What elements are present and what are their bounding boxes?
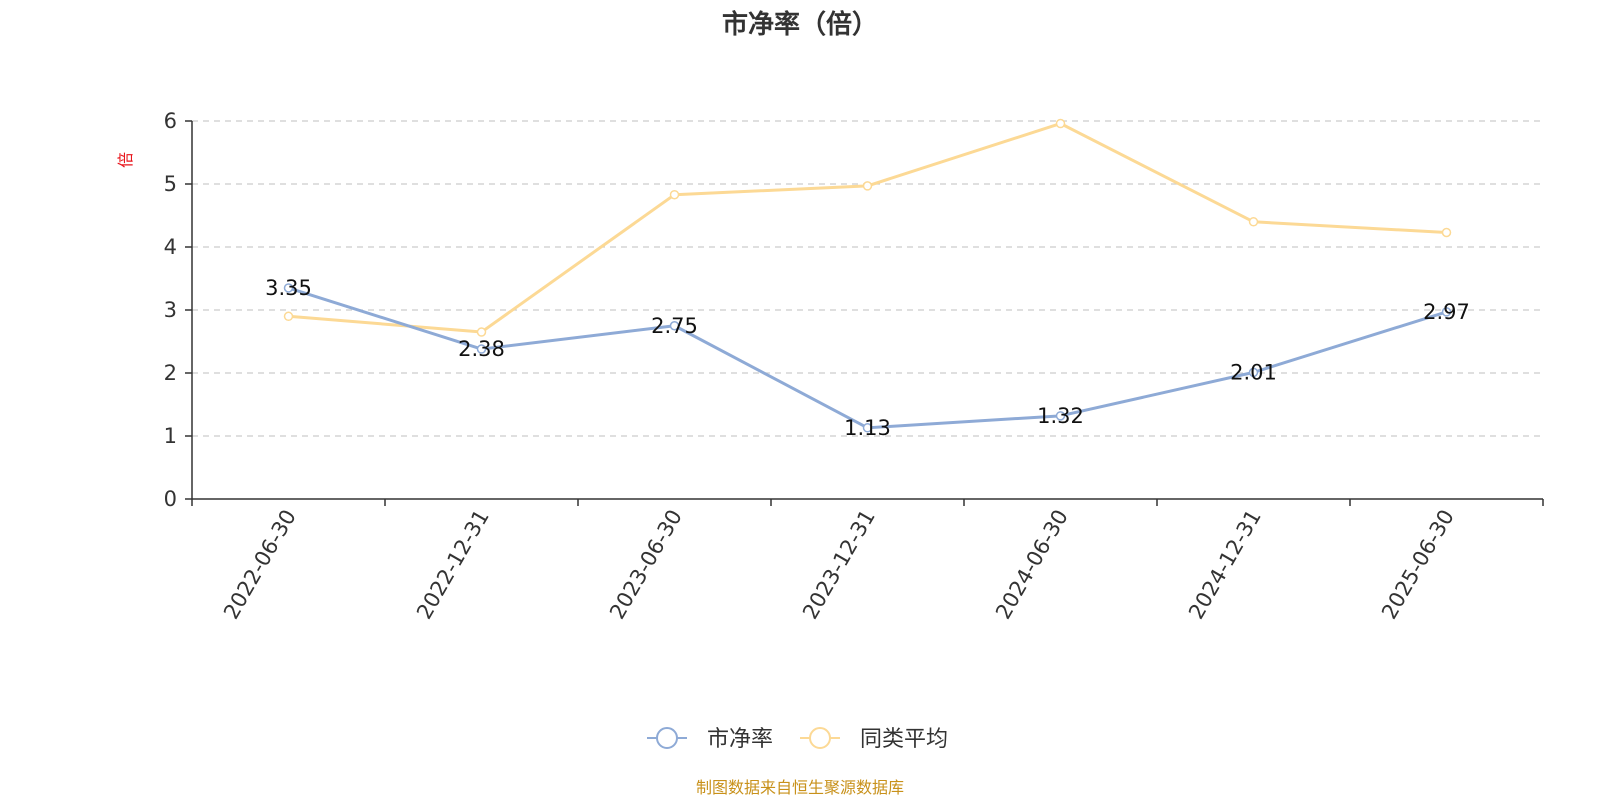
x-tick-label: 2025-06-30 bbox=[1377, 506, 1459, 624]
data-label-pb: 1.13 bbox=[844, 416, 891, 440]
data-point-peer-average[interactable] bbox=[1055, 118, 1066, 129]
data-labels: 3.35 2.38 2.75 1.13 1.32 2.01 2.97 bbox=[265, 276, 1470, 440]
y-axis-label: 倍 bbox=[116, 152, 135, 168]
x-tick-label: 2022-12-31 bbox=[412, 506, 494, 624]
x-tick-label: 2024-06-30 bbox=[991, 506, 1073, 624]
x-tick-label: 2024-12-31 bbox=[1184, 506, 1266, 624]
data-label-pb: 2.38 bbox=[458, 337, 505, 361]
data-point-pb[interactable] bbox=[1055, 411, 1066, 421]
data-point-peer-average[interactable] bbox=[476, 327, 487, 337]
data-point-peer-average[interactable] bbox=[669, 189, 680, 200]
legend-item-peer-average[interactable]: 同类平均 bbox=[800, 727, 948, 752]
data-point-pb[interactable] bbox=[669, 321, 680, 331]
y-tick-label: 3 bbox=[164, 298, 177, 322]
data-point-pb[interactable] bbox=[1248, 367, 1259, 378]
y-tick-label: 5 bbox=[164, 172, 177, 196]
data-label-pb: 3.35 bbox=[265, 276, 312, 300]
data-point-pb[interactable] bbox=[283, 283, 294, 293]
x-tick-label: 2023-12-31 bbox=[798, 506, 880, 624]
x-tick-label: 2023-06-30 bbox=[605, 506, 687, 624]
data-point-peer-average[interactable] bbox=[862, 181, 873, 191]
data-label-pb: 2.97 bbox=[1423, 300, 1470, 324]
data-point-peer-average[interactable] bbox=[1248, 217, 1259, 227]
legend-label-pb: 市净率 bbox=[707, 727, 773, 752]
y-tick-label: 1 bbox=[164, 424, 177, 448]
data-point-peer-average[interactable] bbox=[283, 311, 294, 322]
y-tick-label: 2 bbox=[164, 361, 177, 385]
legend-marker-pb bbox=[656, 727, 678, 749]
data-label-pb: 2.01 bbox=[1230, 360, 1277, 384]
data-label-pb: 1.32 bbox=[1037, 404, 1084, 428]
data-point-peer-average[interactable] bbox=[1441, 227, 1452, 238]
source-note: 制图数据来自恒生聚源数据库 bbox=[696, 778, 904, 797]
series-lines bbox=[283, 118, 1452, 433]
data-point-pb[interactable] bbox=[1441, 307, 1452, 317]
series-line-peer-average bbox=[288, 122, 1447, 334]
legend[interactable]: 市净率 同类平均 bbox=[647, 727, 948, 752]
grid-lines bbox=[192, 120, 1543, 437]
data-label-pb: 2.75 bbox=[651, 314, 698, 338]
data-point-pb[interactable] bbox=[862, 423, 873, 433]
chart-title: 市净率（倍） bbox=[722, 9, 878, 40]
y-tick-label: 4 bbox=[164, 235, 177, 259]
legend-marker-peer-average bbox=[809, 727, 831, 749]
x-tick-label: 2022-06-30 bbox=[219, 506, 301, 624]
data-point-pb[interactable] bbox=[476, 344, 487, 354]
y-tick-label: 6 bbox=[164, 109, 177, 133]
legend-item-pb[interactable]: 市净率 bbox=[647, 727, 773, 752]
legend-label-peer-average: 同类平均 bbox=[860, 727, 948, 752]
y-tick-label: 0 bbox=[164, 487, 177, 511]
